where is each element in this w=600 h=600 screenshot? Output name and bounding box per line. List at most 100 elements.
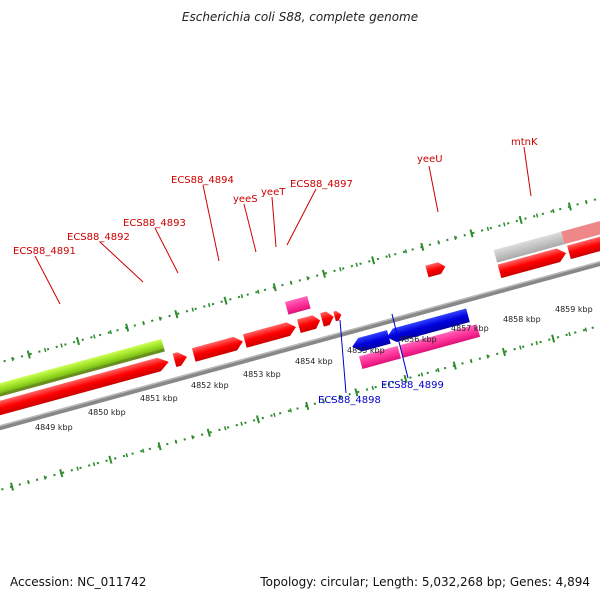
outer-tick-mark bbox=[93, 334, 96, 339]
inner-tick-mark bbox=[76, 466, 79, 471]
cds-mtnk[interactable] bbox=[497, 246, 568, 279]
inner-tick-mark bbox=[27, 479, 30, 485]
inner-tick-mark bbox=[371, 385, 375, 391]
grey-feature[interactable] bbox=[493, 231, 565, 263]
inner-tick-mark bbox=[273, 412, 276, 417]
cds-ecs88-4894[interactable] bbox=[243, 320, 298, 348]
pink-feature-yees[interactable] bbox=[285, 295, 311, 315]
gene-label-yeeu[interactable]: yeeU bbox=[417, 154, 443, 165]
inner-tick-mark bbox=[354, 388, 359, 397]
kbp-label-4850: 4850 kbp bbox=[88, 408, 126, 417]
outer-tick-mark bbox=[437, 240, 440, 245]
outer-tick-mark bbox=[518, 215, 523, 225]
outer-tick-mark bbox=[75, 336, 80, 346]
outer-tick-mark bbox=[585, 199, 588, 205]
inner-tick-mark bbox=[486, 354, 489, 359]
cds-ecs88-4891[interactable] bbox=[0, 355, 171, 455]
outer-tick-mark bbox=[306, 276, 309, 281]
gene-label-ecs88-4898[interactable]: ECS88_4898 bbox=[318, 395, 381, 406]
callout-ecs88-4894 bbox=[202, 184, 220, 262]
inner-tick-mark bbox=[92, 462, 96, 467]
cds-ecs88-4898-blue[interactable] bbox=[350, 330, 391, 354]
inner-tick-mark bbox=[568, 331, 571, 337]
cds-ecs88-4893[interactable] bbox=[191, 335, 245, 362]
inner-tick-mark bbox=[437, 367, 440, 373]
outer-tick-mark bbox=[486, 226, 490, 232]
cds-ecs88-4898-pink[interactable] bbox=[358, 345, 401, 369]
outer-tick-mark bbox=[125, 323, 130, 332]
cds-ecs88-4892[interactable] bbox=[172, 350, 189, 368]
outer-tick-mark bbox=[371, 256, 376, 265]
genome-title: Escherichia coli S88, complete genome bbox=[181, 10, 419, 24]
callout-yeeu bbox=[428, 165, 439, 213]
kbp-label-4851: 4851 kbp bbox=[140, 394, 178, 403]
kbp-label-4857: 4857 kbp bbox=[451, 324, 489, 333]
gene-label-ecs88-4897[interactable]: ECS88_4897 bbox=[290, 179, 353, 190]
inner-tick-mark bbox=[469, 358, 473, 364]
outer-tick-mark bbox=[289, 280, 293, 285]
gene-label-ecs88-4892[interactable]: ECS88_4892 bbox=[67, 232, 130, 243]
outer-tick-mark bbox=[272, 283, 277, 292]
inner-tick-mark bbox=[174, 439, 178, 444]
inner-tick-mark bbox=[551, 334, 556, 343]
cds-ecs88-4899-blue[interactable] bbox=[385, 308, 470, 344]
callout-yees bbox=[243, 203, 257, 253]
callout-ecs88-4893 bbox=[154, 227, 179, 274]
cds-ecs88-4897[interactable] bbox=[333, 310, 342, 322]
cds-ecs88-4899-pink[interactable] bbox=[399, 324, 481, 358]
outer-tick-mark bbox=[11, 356, 14, 362]
gene-label-ecs88-4891[interactable]: ECS88_4891 bbox=[13, 246, 76, 257]
inner-tick-mark bbox=[206, 428, 211, 437]
outer-tick-mark bbox=[191, 307, 194, 312]
gene-label-yees[interactable]: yeeS bbox=[233, 194, 258, 205]
inner-tick-mark bbox=[322, 399, 325, 404]
callout-ecs88-4892 bbox=[99, 241, 144, 283]
inner-tick-mark bbox=[452, 361, 457, 370]
callout-mtnk bbox=[523, 146, 532, 197]
callout-ecs88-4899 bbox=[391, 313, 409, 379]
inner-tick-mark bbox=[141, 448, 145, 453]
accession-footer: Accession: NC_011742 bbox=[10, 575, 147, 589]
gene-label-ecs88-4899[interactable]: ECS88_4899 bbox=[381, 380, 444, 391]
kbp-labels: 4849 kbp 4850 kbp 4851 kbp 4852 kbp 4853… bbox=[35, 305, 593, 432]
gene-label-ecs88-4894[interactable]: ECS88_4894 bbox=[171, 175, 234, 186]
inner-tick-mark bbox=[125, 453, 129, 458]
outer-tick-mark bbox=[240, 294, 244, 299]
gene-label-yeet[interactable]: yeeT bbox=[261, 187, 286, 198]
cds-yeeu[interactable] bbox=[425, 261, 446, 278]
outer-tick-mark bbox=[223, 296, 228, 305]
lime-feature[interactable] bbox=[0, 338, 165, 438]
outer-tick-mark bbox=[207, 303, 211, 308]
outer-tick-mark bbox=[26, 350, 31, 359]
outer-tick-mark bbox=[503, 222, 506, 227]
inner-tick-mark bbox=[584, 327, 588, 332]
inner-tick-mark bbox=[535, 340, 539, 346]
kbp-label-4853: 4853 kbp bbox=[243, 370, 281, 379]
outer-tick-mark bbox=[43, 347, 47, 353]
kbp-label-4854: 4854 kbp bbox=[295, 357, 333, 366]
inner-tick-mark bbox=[157, 442, 162, 451]
inner-tick-mark bbox=[387, 381, 391, 386]
inner-tick-mark bbox=[305, 401, 310, 410]
callout-yeet bbox=[271, 196, 277, 248]
outer-tick-mark bbox=[339, 267, 342, 272]
outer-tick-mark bbox=[404, 249, 408, 254]
inner-tick-mark bbox=[43, 475, 47, 480]
outer-tick-mark bbox=[158, 316, 162, 321]
cds-yeet[interactable] bbox=[320, 310, 335, 327]
outer-tick-mark bbox=[257, 289, 260, 294]
callout-ecs88-4897 bbox=[286, 188, 317, 246]
inner-tick-mark bbox=[255, 415, 261, 424]
inner-tick-mark bbox=[501, 347, 506, 357]
gene-label-mtnk[interactable]: mtnK bbox=[511, 137, 538, 148]
gene-label-ecs88-4893[interactable]: ECS88_4893 bbox=[123, 218, 186, 229]
gene-labels: ECS88_4891 ECS88_4892 ECS88_4893 ECS88_4… bbox=[13, 137, 538, 406]
inner-tick-mark bbox=[403, 374, 408, 384]
inner-tick-mark bbox=[240, 421, 243, 426]
outer-tick-mark bbox=[535, 213, 539, 218]
inner-tick-mark bbox=[289, 408, 293, 413]
cds-yees[interactable] bbox=[297, 314, 322, 333]
kbp-label-4856: 4856 kbp bbox=[399, 335, 437, 344]
outer-tick-mark bbox=[355, 262, 358, 267]
outer-tick-mark bbox=[60, 343, 63, 348]
